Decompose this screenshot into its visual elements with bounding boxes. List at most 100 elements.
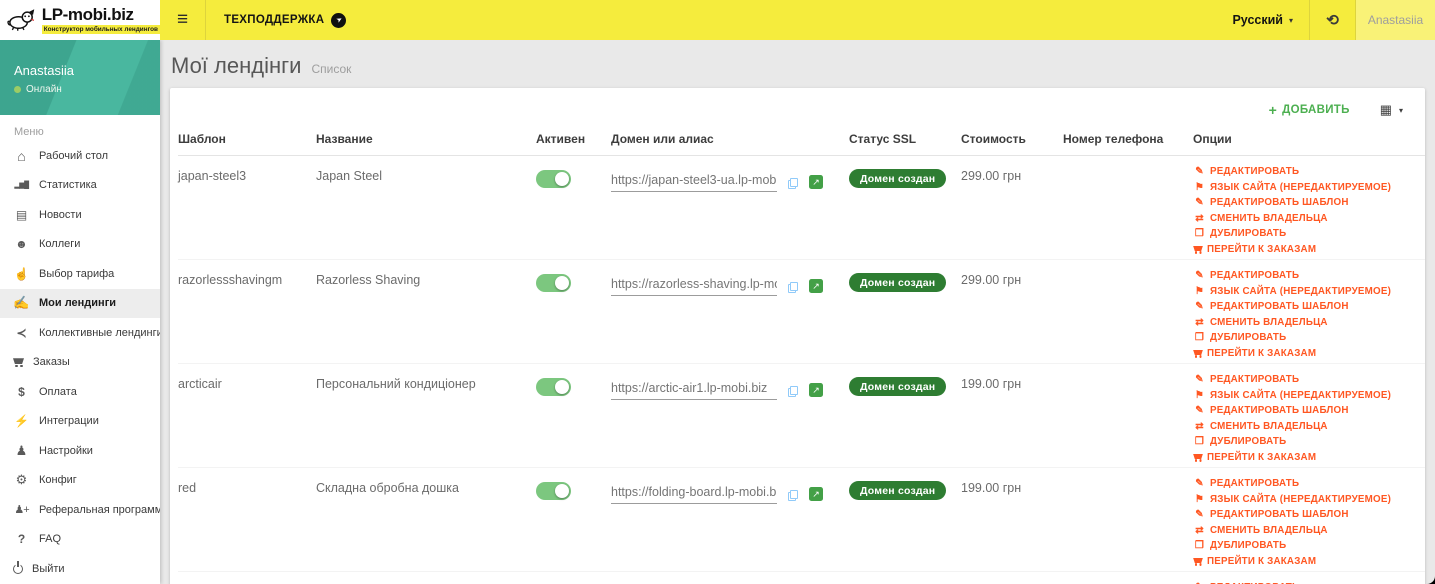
row-template-id: red bbox=[178, 481, 197, 495]
support-button[interactable]: ТЕХПОДДЕРЖКА ➤ bbox=[206, 0, 364, 40]
option-link[interactable]: ЯЗЫК САЙТА (НЕРЕДАКТИРУЕМОЕ) bbox=[1193, 286, 1425, 297]
row-options: РЕДАКТИРОВАТЬ ЯЗЫК САЙТА (НЕРЕДАКТИРУЕМО… bbox=[1193, 156, 1425, 259]
row-name: Razorless Shaving bbox=[316, 273, 421, 287]
domain-input[interactable] bbox=[611, 381, 777, 400]
active-toggle[interactable] bbox=[536, 482, 571, 500]
option-link[interactable]: РЕДАКТИРОВАТЬ ШАБЛОН bbox=[1193, 405, 1425, 416]
sidebar-item-integrations[interactable]: Интеграции bbox=[0, 407, 160, 437]
cart-icon bbox=[1193, 245, 1203, 254]
option-link[interactable]: ЯЗЫК САЙТА (НЕРЕДАКТИРУЕМОЕ) bbox=[1193, 182, 1425, 193]
option-link[interactable]: ПЕРЕЙТИ К ЗАКАЗАМ bbox=[1193, 452, 1425, 463]
option-link[interactable]: ПЕРЕЙТИ К ЗАКАЗАМ bbox=[1193, 348, 1425, 359]
option-link[interactable]: СМЕНИТЬ ВЛАДЕЛЬЦА bbox=[1193, 421, 1425, 432]
option-link[interactable]: РЕДАКТИРОВАТЬ ШАБЛОН bbox=[1193, 509, 1425, 520]
table-row: japan-steel3 Japan Steel ↗ Домен создан … bbox=[178, 156, 1425, 260]
edit-icon bbox=[1193, 478, 1206, 489]
option-link[interactable]: РЕДАКТИРОВАТЬ bbox=[1193, 270, 1425, 281]
copy-icon[interactable] bbox=[788, 280, 798, 298]
sidebar-item-referral[interactable]: Реферальная программа bbox=[0, 495, 160, 525]
sidebar-item-tariff[interactable]: Выбор тарифа bbox=[0, 259, 160, 289]
domain-input[interactable] bbox=[611, 485, 777, 504]
option-link[interactable]: СМЕНИТЬ ВЛАДЕЛЬЦА bbox=[1193, 213, 1425, 224]
sidebar-item-config[interactable]: Конфиг bbox=[0, 466, 160, 496]
option-link[interactable]: ЯЗЫК САЙТА (НЕРЕДАКТИРУЕМОЕ) bbox=[1193, 494, 1425, 505]
sidebar-item-landings[interactable]: Мои лендинги bbox=[0, 288, 160, 318]
edit-icon bbox=[1193, 509, 1206, 520]
domain-input[interactable] bbox=[611, 277, 777, 296]
copy-icon[interactable] bbox=[788, 488, 798, 506]
active-toggle[interactable] bbox=[536, 378, 571, 396]
open-link-icon[interactable]: ↗ bbox=[809, 383, 823, 397]
dashboard-icon bbox=[13, 148, 30, 164]
refresh-icon[interactable]: ⟲ bbox=[1309, 0, 1355, 40]
option-link[interactable]: ДУБЛИРОВАТЬ bbox=[1193, 540, 1425, 551]
logo-title: LP-mobi.biz bbox=[41, 5, 134, 24]
sidebar-item-stats[interactable]: Статистика bbox=[0, 171, 160, 201]
row-phone bbox=[1063, 468, 1193, 571]
sidebar-item-collective[interactable]: Коллективные лендинги bbox=[0, 318, 160, 348]
sidebar-item-settings[interactable]: Настройки bbox=[0, 436, 160, 466]
option-link[interactable]: РЕДАКТИРОВАТЬ ШАБЛОН bbox=[1193, 197, 1425, 208]
option-link[interactable]: ЯЗЫК САЙТА (НЕРЕДАКТИРУЕМОЕ) bbox=[1193, 390, 1425, 401]
referral-icon bbox=[13, 503, 30, 516]
row-template-id: razorlessshavingm bbox=[178, 273, 283, 287]
option-link[interactable]: ДУБЛИРОВАТЬ bbox=[1193, 228, 1425, 239]
copy-icon[interactable] bbox=[788, 176, 798, 194]
table-row: arcticair Персональний кондиціонер ↗ Дом… bbox=[178, 364, 1425, 468]
sidebar-item-colleagues[interactable]: Коллеги bbox=[0, 230, 160, 260]
copy-icon[interactable] bbox=[788, 384, 798, 402]
user-menu[interactable]: Anastasiia bbox=[1355, 0, 1435, 40]
integrations-icon bbox=[13, 414, 30, 428]
open-link-icon[interactable]: ↗ bbox=[809, 175, 823, 189]
sidebar-item-logout[interactable]: Выйти bbox=[0, 554, 160, 584]
active-toggle[interactable] bbox=[536, 274, 571, 292]
payment-icon bbox=[13, 385, 30, 399]
sidebar-item-payment[interactable]: Оплата bbox=[0, 377, 160, 407]
hamburger-icon[interactable]: ≡ bbox=[160, 0, 206, 40]
sidebar-item-faq[interactable]: FAQ bbox=[0, 525, 160, 555]
chevron-down-icon: ▾ bbox=[1398, 105, 1403, 115]
language-icon bbox=[1193, 494, 1206, 505]
option-link[interactable]: ДУБЛИРОВАТЬ bbox=[1193, 332, 1425, 343]
online-dot-icon bbox=[14, 86, 21, 93]
option-link[interactable]: СМЕНИТЬ ВЛАДЕЛЬЦА bbox=[1193, 317, 1425, 328]
option-link[interactable]: РЕДАКТИРОВАТЬ bbox=[1193, 166, 1425, 177]
option-link[interactable]: РЕДАКТИРОВАТЬ bbox=[1193, 582, 1425, 584]
sidebar-item-news[interactable]: Новости bbox=[0, 200, 160, 230]
landing-table-body: japan-steel3 Japan Steel ↗ Домен создан … bbox=[178, 156, 1425, 584]
option-link[interactable]: РЕДАКТИРОВАТЬ ШАБЛОН bbox=[1193, 301, 1425, 312]
profile-status-label: Онлайн bbox=[26, 84, 62, 95]
telegram-icon: ➤ bbox=[331, 12, 347, 28]
option-link[interactable]: ПЕРЕЙТИ К ЗАКАЗАМ bbox=[1193, 556, 1425, 567]
page-subtitle: Список bbox=[311, 62, 352, 76]
option-link[interactable]: ПЕРЕЙТИ К ЗАКАЗАМ bbox=[1193, 244, 1425, 255]
add-button[interactable]: + ДОБАВИТЬ bbox=[1269, 103, 1350, 117]
owner-swap-icon bbox=[1193, 213, 1206, 224]
open-link-icon[interactable]: ↗ bbox=[809, 279, 823, 293]
active-toggle[interactable] bbox=[536, 170, 571, 188]
option-link[interactable]: РЕДАКТИРОВАТЬ bbox=[1193, 374, 1425, 385]
duplicate-icon bbox=[1193, 540, 1206, 551]
option-link[interactable]: РЕДАКТИРОВАТЬ bbox=[1193, 478, 1425, 489]
cart-icon bbox=[1193, 453, 1203, 462]
language-dropdown[interactable]: Русский ▾ bbox=[1216, 0, 1309, 40]
page-header: Мої лендінги Список bbox=[160, 40, 1435, 88]
sidebar-item-cart[interactable]: Заказы bbox=[0, 348, 160, 378]
option-link[interactable]: ДУБЛИРОВАТЬ bbox=[1193, 436, 1425, 447]
option-link[interactable]: СМЕНИТЬ ВЛАДЕЛЬЦА bbox=[1193, 525, 1425, 536]
sidebar-item-dashboard[interactable]: Рабочий стол bbox=[0, 141, 160, 171]
support-label: ТЕХПОДДЕРЖКА bbox=[224, 14, 325, 26]
row-template-id: clothes and shoes bbox=[178, 572, 316, 584]
add-button-label: ДОБАВИТЬ bbox=[1282, 104, 1350, 116]
collective-icon bbox=[13, 326, 30, 340]
columns-dropdown[interactable]: ▦ ▾ bbox=[1380, 102, 1403, 118]
duplicate-icon bbox=[1193, 332, 1206, 343]
grid-icon: ▦ bbox=[1379, 102, 1392, 117]
logo[interactable]: LP-mobi.biz Конструктор мобильных лендин… bbox=[0, 0, 160, 40]
news-icon bbox=[13, 208, 30, 222]
config-icon bbox=[13, 472, 30, 488]
open-link-icon[interactable]: ↗ bbox=[809, 487, 823, 501]
row-cost: 499.00 грн bbox=[961, 572, 1063, 584]
landings-card: + ДОБАВИТЬ ▦ ▾ Шаблон Название Активен Д… bbox=[170, 88, 1425, 584]
domain-input[interactable] bbox=[611, 173, 777, 192]
